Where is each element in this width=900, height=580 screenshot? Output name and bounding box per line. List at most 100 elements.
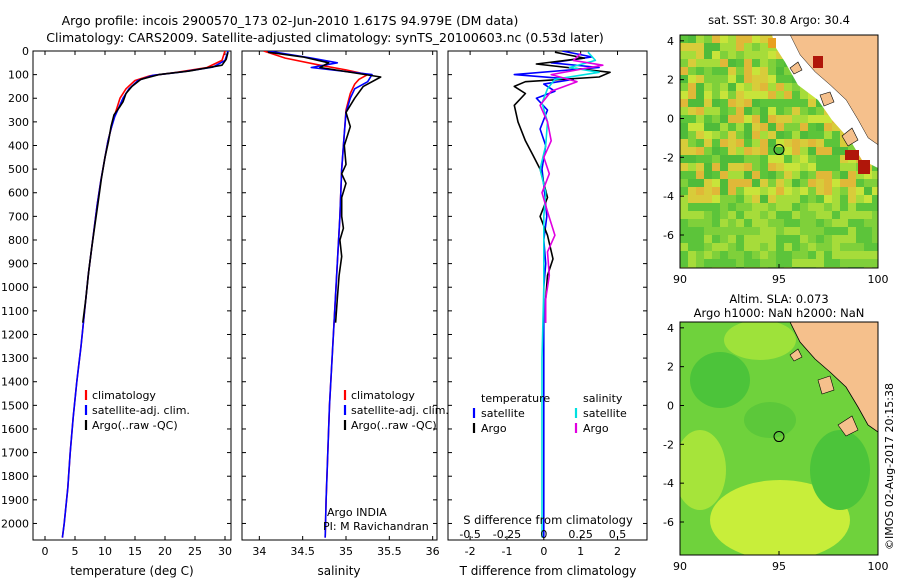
sst-cell <box>752 67 760 75</box>
sst-cell <box>824 235 832 243</box>
sst-cell <box>720 51 728 59</box>
sst-cell <box>776 171 784 179</box>
sla-argo-marker <box>773 431 785 443</box>
sst-cell <box>688 187 696 195</box>
sla-map-island <box>817 375 835 395</box>
sst-cell <box>752 243 760 251</box>
sst-cell <box>824 211 832 219</box>
sst-cell <box>744 83 752 91</box>
sst-cell <box>720 243 728 251</box>
sst-cell <box>784 187 792 195</box>
sst-cell <box>704 75 712 83</box>
sst-cell <box>728 243 736 251</box>
sst-cell <box>712 171 720 179</box>
sst-cell <box>688 179 696 187</box>
sst-cell <box>768 131 776 139</box>
sst-cell <box>688 203 696 211</box>
sst-cell <box>744 67 752 75</box>
sst-cell <box>872 251 878 259</box>
sst-cell <box>704 155 712 163</box>
sst-cell <box>784 171 792 179</box>
sst-cell <box>832 155 840 163</box>
legend-header: salinity <box>583 392 623 405</box>
sst-map-hot-cell <box>845 150 859 160</box>
sst-cell <box>840 227 848 235</box>
sst-cell <box>744 243 752 251</box>
sst-cell <box>832 203 840 211</box>
sst-cell <box>760 91 768 99</box>
sst-cell <box>720 75 728 83</box>
sst-cell <box>744 59 752 67</box>
sst-cell <box>752 43 760 51</box>
x-tick-label: 35.5 <box>377 545 402 558</box>
map-x-tick-label: 95 <box>772 560 786 573</box>
sst-cell <box>712 219 720 227</box>
sst-cell <box>728 171 736 179</box>
sst-cell <box>704 43 712 51</box>
sst-cell <box>816 179 824 187</box>
map-y-tick-label: 0 <box>667 399 674 412</box>
sst-cell <box>736 51 744 59</box>
sst-cell <box>784 179 792 187</box>
sst-cell <box>720 195 728 203</box>
sst-cell <box>864 243 872 251</box>
sst-cell <box>704 131 712 139</box>
sst-cell <box>848 179 856 187</box>
sst-cell <box>864 235 872 243</box>
legend-label: satellite-adj. clim. <box>351 404 449 417</box>
sst-cell <box>800 171 808 179</box>
sst-cell <box>840 195 848 203</box>
sst-cell <box>792 107 800 115</box>
sst-cell <box>784 235 792 243</box>
sst-map-hot-cell <box>768 38 776 48</box>
sst-cell <box>824 171 832 179</box>
sst-cell <box>760 67 768 75</box>
salinity-annotation-line-1: Argo INDIA <box>327 506 387 519</box>
sst-cell <box>720 155 728 163</box>
sla-map-title-1: Altim. SLA: 0.073 <box>729 292 828 306</box>
series-line-s-satellite <box>539 51 600 538</box>
sst-cell <box>808 211 816 219</box>
sst-cell <box>816 147 824 155</box>
sst-cell <box>688 219 696 227</box>
sst-cell <box>744 227 752 235</box>
depth-tick-label: 400 <box>8 139 29 152</box>
sst-cell <box>696 43 704 51</box>
sst-cell <box>776 219 784 227</box>
x-tick-label: 1 <box>577 545 584 558</box>
salinity-difference-ticks: -0.5 -0.25 0 0.25 0.5 <box>459 528 626 541</box>
depth-tick-label: 500 <box>8 163 29 176</box>
temperature-xlabel: temperature (deg C) <box>70 564 193 578</box>
depth-tick-label: 1700 <box>1 447 29 460</box>
sst-cell <box>680 123 688 131</box>
sst-cell <box>696 227 704 235</box>
x-tick-label: 5 <box>72 545 79 558</box>
salinity-depth-ticks <box>242 50 437 524</box>
sst-cell <box>720 107 728 115</box>
title-line-1: Argo profile: incois 2900570_173 02-Jun-… <box>62 13 519 28</box>
sst-cell <box>840 259 848 267</box>
sst-cell <box>824 147 832 155</box>
map-y-tick-label: 2 <box>667 74 674 87</box>
sst-cell <box>784 219 792 227</box>
sst-cell <box>688 227 696 235</box>
sst-cell <box>760 131 768 139</box>
sst-cell <box>704 67 712 75</box>
sst-cell <box>760 171 768 179</box>
sst-cell <box>832 147 840 155</box>
sst-cell <box>784 123 792 131</box>
map-y-tick-label: 4 <box>667 35 674 48</box>
sst-cell <box>720 83 728 91</box>
sst-cell <box>688 163 696 171</box>
sst-cell <box>720 235 728 243</box>
sst-cell <box>792 179 800 187</box>
sst-cell <box>680 147 688 155</box>
depth-tick-label: 1100 <box>1 305 29 318</box>
map-y-tick-label: 0 <box>667 112 674 125</box>
top-tick-label: -0.25 <box>493 528 521 541</box>
sst-cell <box>848 227 856 235</box>
sst-cell <box>744 99 752 107</box>
sst-cell <box>808 171 816 179</box>
sst-cell <box>872 235 878 243</box>
map-y-tick-label: 2 <box>667 361 674 374</box>
